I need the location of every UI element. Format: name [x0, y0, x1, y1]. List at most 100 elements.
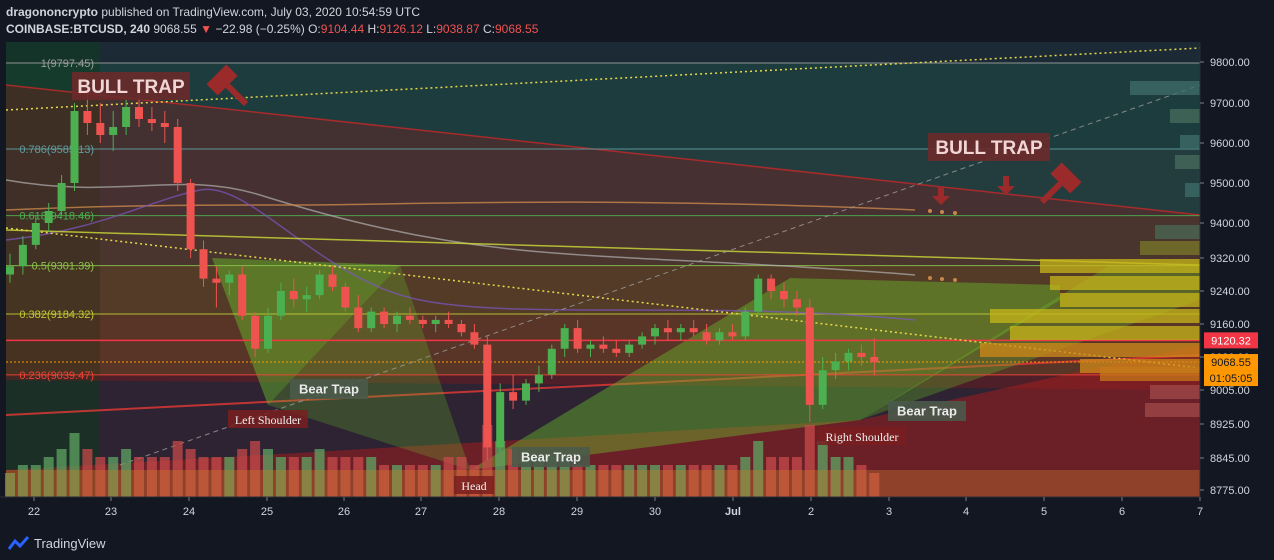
candle: [418, 315, 427, 329]
time-tick-label: 22: [28, 506, 40, 518]
volume-bar: [108, 457, 119, 497]
price-chart[interactable]: 1(9797.45) 0.786(9585.13) 0.618(9418.46) 0.…: [0, 0, 1274, 528]
price-label-bg: [1204, 332, 1258, 349]
price-label: 01:05:05: [1204, 370, 1258, 387]
candle: [393, 311, 401, 333]
time-tick-label: 28: [493, 506, 505, 518]
symbol-label[interactable]: COINBASE:BTCUSD, 240: [6, 22, 151, 36]
ma-orange: [5, 201, 916, 211]
volume-bar: [430, 465, 441, 497]
volume-bar: [237, 449, 248, 497]
volume-profile-bar: [1100, 367, 1200, 381]
candle: [857, 344, 866, 366]
volume-profile-bar: [1050, 276, 1200, 290]
gavel-icon-handle: [225, 83, 249, 107]
fib-label: 0.382(9184.32): [19, 309, 94, 321]
volume-bar: [146, 457, 157, 497]
head-bg: [454, 476, 494, 494]
candle: [663, 319, 672, 341]
volume-profile-bar: [1130, 81, 1200, 95]
head: Head: [454, 476, 494, 494]
volume-bar: [340, 457, 351, 497]
volume-bar: [585, 465, 596, 497]
candle-body: [31, 223, 40, 245]
volume-bar: [443, 457, 454, 497]
volume-bar: [327, 457, 338, 497]
candle-body: [651, 328, 659, 337]
price-tick-label: 8775.00: [1210, 485, 1250, 497]
candle-body: [754, 278, 763, 312]
candle-body: [470, 332, 479, 345]
candle-body: [122, 107, 131, 127]
fib-label: 1(9797.45): [41, 58, 94, 70]
volume-bar: [482, 425, 493, 497]
time-tick-label: 26: [338, 506, 350, 518]
tradingview-logo-icon[interactable]: [8, 535, 30, 551]
green-zone-1: [212, 258, 400, 405]
chart-header: dragononcrypto published on TradingView.…: [0, 0, 1274, 42]
volume-zone: [6, 470, 1200, 497]
volume-profile-bar: [1145, 403, 1200, 417]
bull-trap-left-bg: [72, 72, 190, 100]
volume-bar: [495, 441, 506, 497]
candle-body: [496, 392, 505, 448]
bull-trap-left: BULL TRAP: [72, 72, 190, 100]
candle-body: [405, 315, 414, 320]
time-tick-label: 30: [649, 506, 661, 518]
candle-body: [18, 244, 27, 267]
candle-body: [147, 119, 156, 123]
candle: [380, 307, 389, 329]
candle-body: [663, 328, 672, 333]
price-tick-label: 9500.00: [1210, 178, 1250, 190]
candle: [18, 236, 27, 275]
candle: [573, 319, 582, 353]
candle: [44, 203, 53, 232]
candle-body: [483, 344, 492, 448]
candle-body: [44, 211, 53, 223]
fib-label: 0.5(9301.39): [32, 261, 94, 273]
price-tick-label: 8925.00: [1210, 419, 1250, 431]
time-tick-label: 27: [415, 506, 427, 518]
candle-body: [522, 383, 530, 401]
time-tick-label: 3: [886, 506, 892, 518]
head-label: Head: [461, 479, 486, 493]
candle: [289, 278, 298, 308]
candle: [238, 266, 247, 320]
price-tick-label: 9240.00: [1210, 286, 1250, 298]
high-value: 9126.12: [379, 22, 423, 36]
candle: [173, 119, 182, 191]
candle: [315, 270, 324, 300]
candle-body: [173, 127, 182, 183]
candle-body: [534, 374, 543, 384]
tradingview-brand[interactable]: TradingView: [34, 536, 106, 551]
candle-body: [354, 307, 363, 329]
fib-label: 0.618(9418.46): [19, 211, 94, 223]
candle: [225, 270, 234, 296]
publish-line: dragononcrypto published on TradingView.…: [6, 5, 420, 19]
volume-bar: [250, 441, 261, 497]
candle: [6, 253, 14, 283]
marker-dot: [953, 278, 957, 282]
candle-body: [289, 291, 298, 300]
candle-body: [238, 274, 247, 316]
volume-profile-bar: [1140, 241, 1200, 255]
price-label: 9120.32: [1204, 332, 1258, 349]
volume-bar: [5, 473, 15, 497]
candle-body: [689, 328, 698, 333]
candle: [689, 319, 698, 337]
candle-body: [844, 352, 853, 362]
volume-bar: [843, 457, 854, 497]
candle-body: [251, 315, 260, 349]
left-shoulder-bg: [228, 410, 308, 428]
candle-body: [96, 123, 105, 135]
author-name[interactable]: dragononcrypto: [6, 5, 98, 19]
volume-bar: [740, 457, 751, 497]
candle: [522, 379, 530, 405]
price-tick-label: 8845.00: [1210, 453, 1250, 465]
left-shoulder: Left Shoulder: [228, 410, 308, 428]
candle-body: [780, 291, 788, 300]
candle: [31, 215, 40, 250]
dotted-trend-top: [5, 47, 1201, 111]
price-label-bg: [1204, 354, 1258, 371]
green-zone-2: [268, 265, 470, 470]
